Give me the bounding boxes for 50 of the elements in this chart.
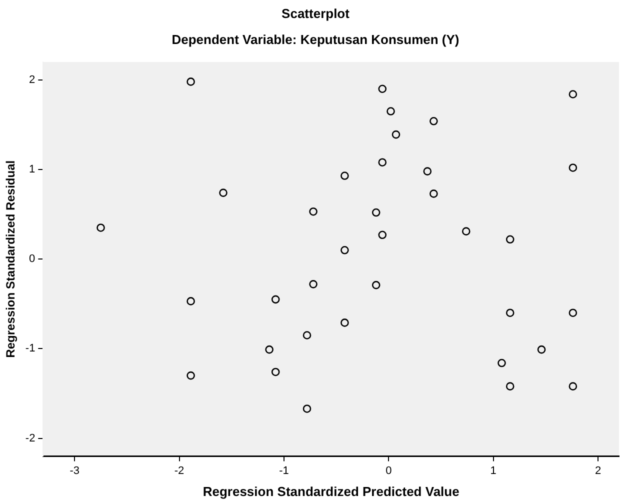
point xyxy=(568,164,578,172)
x-axis-title: Regression Standardized Predicted Value xyxy=(202,484,460,499)
point xyxy=(186,78,195,86)
point xyxy=(430,190,438,198)
point xyxy=(378,230,387,240)
x-tick-label: -2 xyxy=(174,464,184,477)
x-tick-label: 0 xyxy=(386,464,392,477)
point xyxy=(271,295,280,304)
point xyxy=(423,167,432,176)
point xyxy=(506,235,514,244)
point xyxy=(506,382,514,390)
y-axis-title: Regression Standardized Residual xyxy=(4,160,18,358)
point xyxy=(302,331,312,340)
point xyxy=(340,318,349,327)
point xyxy=(186,371,195,380)
x-tick-label: 1 xyxy=(490,464,496,477)
x-tick-label: 2 xyxy=(595,464,602,477)
point xyxy=(186,297,195,306)
y-tick-label: 0 xyxy=(29,253,36,266)
y-tick-label: -2 xyxy=(25,432,36,444)
point xyxy=(271,368,280,376)
point xyxy=(506,308,514,318)
point xyxy=(378,158,387,166)
chart-subtitle: Dependent Variable: Keputusan Konsumen (Y) xyxy=(170,32,460,47)
point xyxy=(568,90,578,98)
point xyxy=(386,107,395,116)
point xyxy=(372,280,380,290)
point xyxy=(265,345,274,354)
point xyxy=(309,280,318,288)
point xyxy=(568,382,578,390)
point xyxy=(302,404,312,413)
point xyxy=(568,308,578,318)
x-tick-label: -3 xyxy=(70,464,80,477)
y-tick-label: -1 xyxy=(25,342,36,355)
point xyxy=(96,224,105,232)
point xyxy=(340,246,349,254)
point xyxy=(537,345,546,354)
x-tick-label: -1 xyxy=(279,464,289,477)
y-tick-label: 1 xyxy=(29,164,36,176)
point xyxy=(340,172,349,180)
point xyxy=(372,208,380,217)
point xyxy=(309,207,318,216)
point xyxy=(219,188,228,197)
point xyxy=(392,130,400,139)
y-tick-label: 2 xyxy=(29,74,36,86)
point xyxy=(498,358,506,368)
point xyxy=(462,227,470,236)
point xyxy=(378,84,387,94)
point xyxy=(430,116,438,126)
chart-title: Scatterplot xyxy=(280,6,350,21)
